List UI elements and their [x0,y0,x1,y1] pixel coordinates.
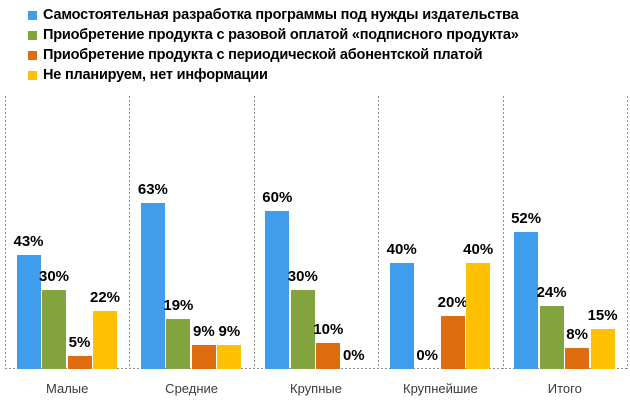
bar [316,343,341,369]
category-label: Крупнейшие [402,381,478,396]
bar-value-label: 30% [38,268,70,285]
bar-value-label: 5% [68,334,91,351]
bar-value-label: 9% [193,323,215,340]
bar-value-label: 8% [566,326,588,343]
bar [590,329,615,369]
category-label: Крупные [290,381,342,396]
legend-label: Не планируем, нет информации [43,67,268,83]
grid-line-vertical [378,96,380,369]
x-axis-line [5,368,627,369]
bar [290,290,315,369]
category-label: Итого [547,381,582,396]
bar [93,311,117,369]
bar-value-label: 9% [218,323,241,340]
bar [166,319,191,369]
grid-line-vertical [627,96,628,369]
legend-label: Приобретение продукта с разовой оплатой … [43,27,519,43]
legend-label: Приобретение продукта с периодической аб… [43,47,483,63]
bar-value-label: 15% [587,307,618,324]
bar-value-label: 0% [342,347,365,364]
legend-item: Приобретение продукта с разовой оплатой … [28,25,519,45]
grid-line-vertical [502,96,504,369]
grid-line-vertical [129,96,131,369]
legend-label: Самостоятельная разработка программы под… [43,7,519,23]
bar-value-label: 52% [511,210,542,227]
chart-legend: Самостоятельная разработка программы под… [28,5,519,85]
legend-item: Приобретение продукта с периодической аб… [28,45,519,65]
bar [514,232,539,369]
bar [389,263,414,369]
bar [217,345,242,369]
bar-value-label: 43% [13,233,44,250]
bar [440,316,465,369]
bar-value-label: 10% [313,321,344,338]
bar-value-label: 30% [287,268,318,285]
bar-value-label: 19% [163,297,194,314]
legend-item: Не планируем, нет информации [28,65,519,85]
bar [191,345,216,369]
bar-value-label: 24% [536,284,567,301]
bar-value-label: 40% [463,241,494,258]
bar [565,348,590,369]
bar [466,263,491,369]
bar-value-label: 0% [416,347,439,364]
bar [42,290,66,369]
category-label: Средние [165,381,219,396]
legend-marker-icon [28,70,37,80]
category-label: Малые [46,381,89,396]
bar-value-label: 20% [437,294,468,311]
grid-line-vertical [5,96,6,369]
bar [16,255,41,369]
bar [140,203,165,369]
bar [265,211,290,369]
bar [67,356,92,369]
legend-marker-icon [28,30,37,40]
legend-item: Самостоятельная разработка программы под… [28,5,519,25]
grid-line-vertical [253,96,255,369]
bar-value-label: 40% [386,241,417,258]
bar [539,306,564,369]
bar-value-label: 63% [137,181,168,198]
legend-marker-icon [28,10,37,20]
bar-value-label: 60% [262,189,293,206]
legend-marker-icon [28,50,37,60]
bar-value-label: 22% [89,289,121,306]
